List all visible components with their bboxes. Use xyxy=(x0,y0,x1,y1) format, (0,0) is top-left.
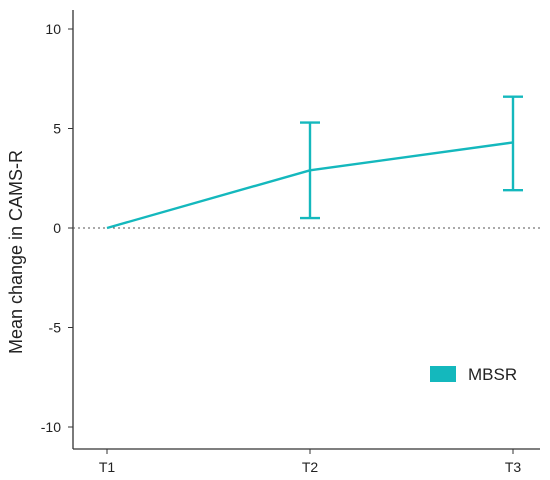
legend: MBSR xyxy=(430,365,517,384)
x-tick-label: T2 xyxy=(302,459,319,475)
x-ticks: T1 T2 T3 xyxy=(99,449,522,475)
x-tick-label: T1 xyxy=(99,459,116,475)
x-tick-label: T3 xyxy=(505,459,522,475)
y-tick-label: 0 xyxy=(53,220,61,236)
legend-swatch xyxy=(430,366,456,382)
series-layer xyxy=(106,95,523,230)
y-tick-label: -5 xyxy=(49,320,62,336)
y-tick-label: -10 xyxy=(41,419,61,435)
y-axis-title: Mean change in CAMS-R xyxy=(6,150,26,354)
axes xyxy=(72,10,540,450)
y-tick-label: 5 xyxy=(53,121,61,137)
y-tick-label: 10 xyxy=(45,21,61,37)
legend-label: MBSR xyxy=(468,365,517,384)
y-ticks: 10 5 0 -5 -10 xyxy=(41,21,73,435)
